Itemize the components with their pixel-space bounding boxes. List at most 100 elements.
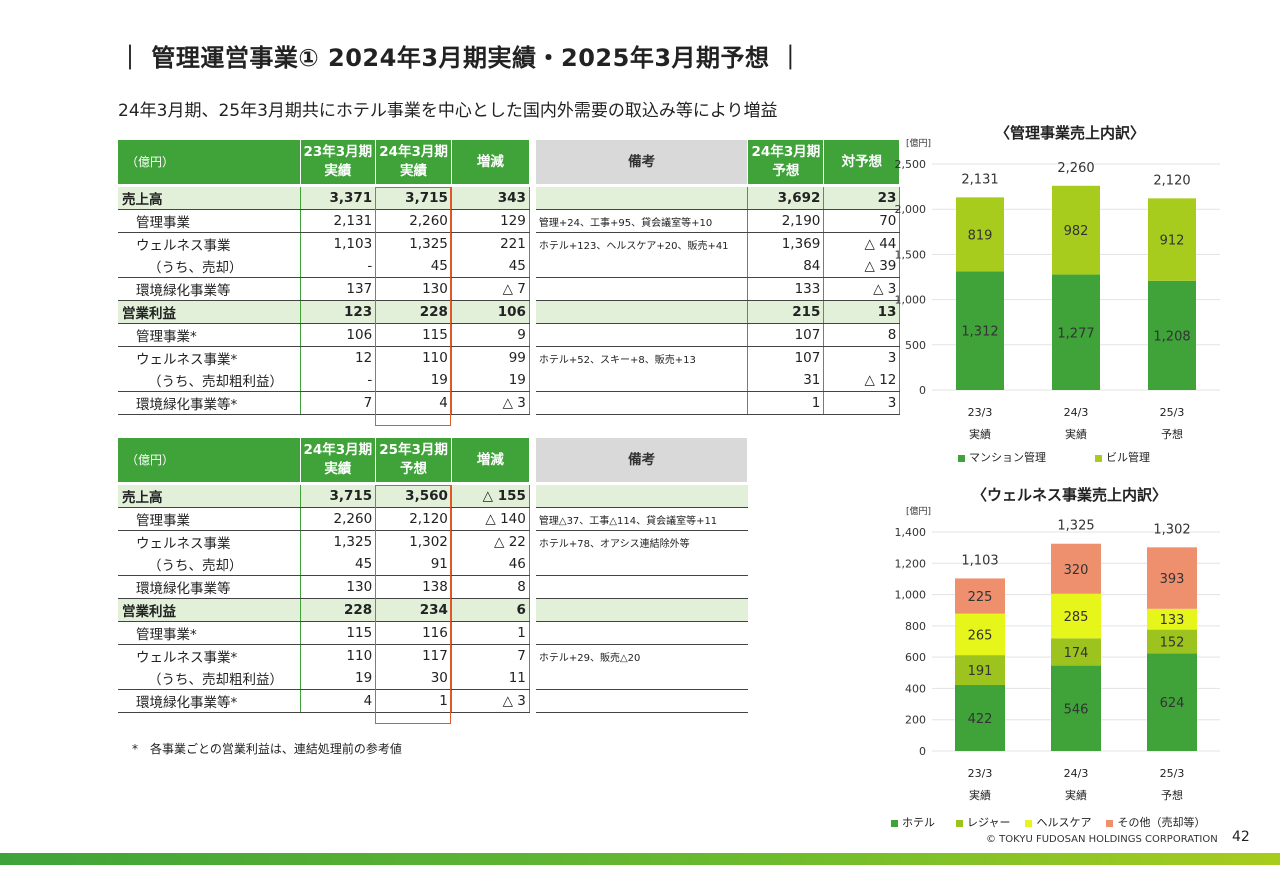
bar-segment [1147, 608, 1197, 630]
column-header: 増減 [451, 140, 530, 184]
results-table-2024: （億円） 23年3月期 実績 24年3月期 実績 増減 備考 24年3月期 予想 対予想 売上高 3,… [118, 140, 901, 426]
bar-segment [1051, 665, 1101, 751]
legend-item-building: ビル管理 [1095, 451, 1150, 464]
unit-label: [億円] [906, 505, 931, 517]
bar-segment [1052, 274, 1100, 390]
cell-value: 12 [299, 346, 376, 369]
page-number: 42 [1232, 829, 1250, 845]
cell-spacer [529, 323, 536, 347]
table-unit-label: （億円） [118, 438, 301, 482]
y-tick-label: 1,200 [895, 557, 927, 570]
cell-value: 91 [375, 553, 452, 576]
data-label: 393 [1160, 572, 1185, 587]
cell-value: 3,715 [375, 187, 452, 210]
cell-spacer [529, 553, 536, 576]
legend-item-healthcare: ヘルスケア [1025, 816, 1091, 829]
cell-remark [535, 598, 748, 622]
cell-diff: △ 22 [450, 530, 530, 553]
cell-value: 2,131 [299, 209, 376, 233]
cell-plan: 107 [747, 346, 824, 369]
table-unit-label: （億円） [118, 140, 301, 184]
cell-value: 130 [299, 575, 376, 599]
x-tick-label: 23/3 [968, 406, 993, 419]
legend-management: マンション管理 ビル管理 [958, 449, 1150, 465]
cell-value: 1,302 [375, 530, 452, 553]
cell-remark [535, 187, 748, 210]
cell-spacer [529, 507, 536, 531]
bar-segment [1148, 198, 1196, 281]
row-label: （うち、売却） [118, 553, 300, 576]
cell-remark: ホテル+78、オアシス連結除外等 [538, 538, 690, 550]
cell-spacer [529, 232, 536, 255]
data-label: 225 [968, 590, 993, 605]
row-label: 環境緑化事業等 [118, 277, 300, 301]
table-row: （うち、売却） 45 91 46 [118, 553, 748, 576]
row-label: 管理事業 [118, 507, 300, 531]
x-tick-label: 実績 [969, 427, 991, 441]
cell-vs-plan: 70 [823, 209, 901, 233]
column-header: 対予想 [823, 140, 901, 184]
table-row: ウェルネス事業* 12 110 99 ホテル+52、スキー+8、販売+13 107 3 [118, 346, 901, 369]
cell-value: 115 [375, 323, 452, 347]
row-label: 管理事業* [118, 621, 300, 645]
management-sales-chart: [億円] 0 500 1,000 1,500 2,000 2,500 1,312 819 2,13… [895, 137, 1220, 441]
total-label: 1,325 [1057, 519, 1094, 534]
cell-spacer [529, 277, 536, 301]
total-label: 2,131 [961, 172, 998, 187]
data-label: 624 [1160, 696, 1185, 711]
row-label: 営業利益 [118, 598, 300, 622]
cell-remark [535, 369, 748, 392]
cell-value: 4 [299, 689, 376, 713]
bar-segment [1147, 547, 1197, 609]
bar-segment [1051, 593, 1101, 639]
cell-value: 3,715 [299, 485, 376, 508]
legend-wellness: ホテル レジャー ヘルスケア その他（売却等） [891, 814, 1205, 830]
cell-diff: △ 7 [450, 277, 530, 301]
y-tick-label: 200 [905, 714, 926, 727]
table-row: （うち、売却） -45 45 84 △ 39 [118, 255, 901, 278]
page-subtitle: 24年3月期、25年3月期共にホテル事業を中心とした国内外需要の取込み等により増… [118, 101, 778, 121]
table-row: ウェルネス事業* 110 117 7 ホテル+29、販売△20 [118, 644, 748, 667]
cell-value: 228 [299, 598, 376, 622]
data-label: 174 [1064, 646, 1089, 661]
footnote: * 各事業ごとの営業利益は、連結処理前の参考値 [132, 742, 402, 756]
column-header-remarks: 備考 [535, 140, 749, 184]
cell-value: 110 [299, 644, 376, 667]
cell-value: 45 [299, 553, 376, 576]
cell-remark [535, 255, 748, 278]
cell-vs-plan: △ 39 [823, 255, 901, 278]
column-header: 25年3月期 予想 [375, 438, 452, 482]
row-label: 営業利益 [118, 300, 300, 324]
data-label: 912 [1160, 234, 1185, 249]
table-row: 営業利益 123 228 106 215 13 [118, 300, 901, 324]
copyright: © TOKYU FUDOSAN HOLDINGS CORPORATION [986, 834, 1218, 845]
column-header: 24年3月期 実績 [300, 438, 377, 482]
bar-segment [956, 197, 1004, 272]
cell-value: 106 [299, 323, 376, 347]
y-tick-label: 500 [905, 339, 926, 352]
table-row: 環境緑化事業等* 4 1 △ 3 [118, 689, 748, 713]
table-row: （うち、売却粗利益） 19 30 11 [118, 667, 748, 690]
y-tick-label: 2,500 [895, 158, 927, 171]
cell-diff: 7 [450, 644, 530, 667]
data-label: 1,208 [1153, 329, 1190, 344]
cell-remark [535, 689, 748, 713]
cell-value: 30 [375, 667, 452, 690]
cell-plan: 1 [747, 391, 824, 415]
data-label: 285 [1064, 610, 1089, 625]
cell-diff: △ 140 [450, 507, 530, 531]
bar-segment [1148, 280, 1196, 390]
cell-plan: 3,692 [747, 187, 824, 210]
chart-title-management: 〈管理事業売上内訳〉 [995, 124, 1146, 142]
bar-segment [955, 655, 1005, 685]
cell-value: 228 [375, 300, 452, 324]
bar-segment [955, 578, 1005, 614]
column-header: 24年3月期 予想 [747, 140, 825, 184]
row-label: 管理事業 [118, 209, 300, 233]
y-tick-label: 1,000 [895, 294, 927, 307]
cell-value: 234 [375, 598, 452, 622]
cell-spacer [529, 346, 536, 369]
row-label: ウェルネス事業 [136, 536, 231, 552]
total-label: 1,103 [961, 553, 998, 568]
legend-swatch-icon [956, 819, 963, 827]
